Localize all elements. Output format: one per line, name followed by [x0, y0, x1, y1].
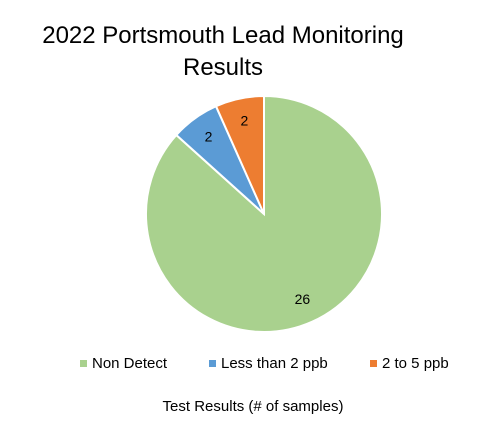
data-label: 26	[295, 291, 311, 307]
legend-swatch	[80, 360, 87, 367]
data-label: 2	[240, 112, 248, 128]
x-axis-label: Test Results (# of samples)	[163, 398, 344, 415]
legend-swatch	[370, 360, 377, 367]
legend-label: Non Detect	[92, 355, 168, 372]
chart-title: 2022 Portsmouth Lead Monitoring Results	[42, 22, 404, 81]
legend-label: 2 to 5 ppb	[382, 355, 449, 372]
legend-label: Less than 2 ppb	[221, 355, 328, 372]
pie-slice	[214, 94, 265, 215]
data-label: 2	[205, 128, 213, 144]
legend-swatch	[209, 360, 216, 367]
